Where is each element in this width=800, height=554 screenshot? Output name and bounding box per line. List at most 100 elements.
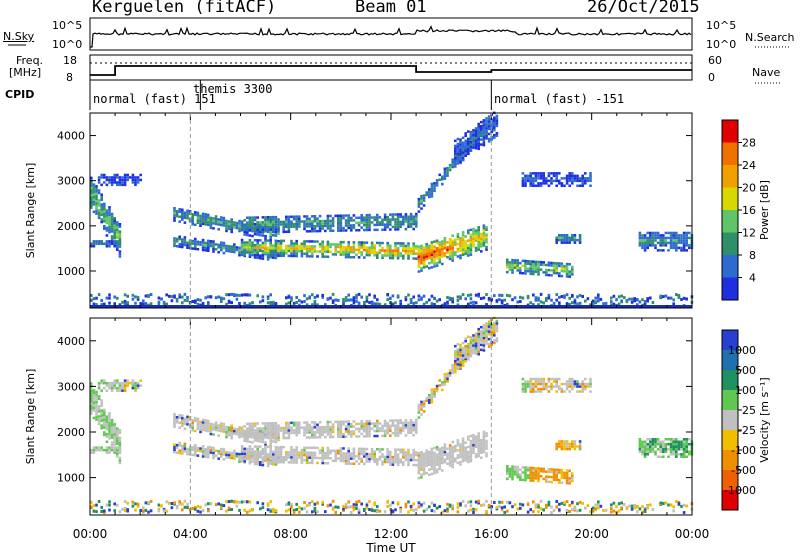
power-cell xyxy=(464,252,467,256)
power-cell xyxy=(521,259,525,263)
power-cell xyxy=(373,246,376,249)
power-cell xyxy=(646,239,649,242)
velocity-cell xyxy=(350,462,353,465)
power-cell xyxy=(407,247,410,250)
velocity-cell xyxy=(589,380,592,383)
power-cell xyxy=(422,258,426,262)
power-cell xyxy=(256,216,259,219)
power-cell xyxy=(516,266,519,270)
power-cell xyxy=(118,245,122,248)
velocity-cell xyxy=(480,340,483,343)
power-cell xyxy=(667,236,670,240)
power-cell xyxy=(630,297,634,301)
power-cell xyxy=(305,222,309,226)
power-cell xyxy=(394,223,397,226)
velocity-cell xyxy=(300,458,304,462)
power-cell xyxy=(659,239,662,242)
velocity-cell xyxy=(472,334,475,337)
velocity-cell xyxy=(365,420,369,423)
velocity-cell xyxy=(383,510,387,514)
power-cell xyxy=(110,242,114,245)
power-cell xyxy=(126,301,129,305)
velocity-cell xyxy=(324,461,327,465)
power-cell xyxy=(118,225,122,228)
velocity-cell xyxy=(321,461,324,465)
velocity-cell xyxy=(285,421,288,425)
velocity-cell xyxy=(643,450,647,453)
power-cell xyxy=(274,218,278,221)
velocity-cell xyxy=(675,453,678,456)
power-cell xyxy=(337,298,340,302)
velocity-cell xyxy=(300,448,304,452)
power-cell xyxy=(404,213,408,216)
power-cell xyxy=(256,226,259,229)
velocity-cell xyxy=(539,467,543,470)
velocity-cell xyxy=(422,455,426,458)
power-cell xyxy=(196,219,200,222)
power-cell xyxy=(352,251,356,254)
velocity-cell xyxy=(139,509,142,512)
velocity-cell xyxy=(337,423,340,426)
power-cell xyxy=(131,173,135,177)
power-cell xyxy=(181,243,184,246)
power-cell xyxy=(259,223,262,227)
power-cell xyxy=(565,265,569,268)
velocity-cell xyxy=(173,446,176,449)
velocity-cell xyxy=(365,425,369,428)
power-cell xyxy=(428,261,431,265)
velocity-cell xyxy=(144,508,148,512)
velocity-cell xyxy=(402,451,405,454)
velocity-cell xyxy=(524,476,527,479)
velocity-cell xyxy=(534,382,538,386)
power-cell xyxy=(175,245,179,248)
power-cell xyxy=(337,214,340,217)
velocity-cell xyxy=(441,510,444,514)
power-cell xyxy=(472,235,475,238)
velocity-cell xyxy=(537,387,540,391)
velocity-cell xyxy=(480,438,483,442)
velocity-cell xyxy=(100,446,103,449)
velocity-cell xyxy=(355,500,358,504)
velocity-cell xyxy=(282,436,285,440)
power-cell xyxy=(316,240,319,243)
velocity-cell xyxy=(339,423,343,426)
velocity-cell xyxy=(446,380,449,383)
velocity-cell xyxy=(298,423,301,427)
velocity-cell xyxy=(347,430,350,433)
velocity-cell xyxy=(641,453,644,456)
velocity-cell xyxy=(454,344,457,348)
velocity-cell xyxy=(560,501,564,505)
power-cell xyxy=(220,218,223,222)
power-cell xyxy=(253,228,257,232)
power-cell xyxy=(604,301,608,305)
power-cell xyxy=(399,223,402,226)
velocity-cell xyxy=(121,381,124,385)
velocity-cell xyxy=(532,476,535,480)
power-cell xyxy=(542,271,545,274)
power-cell xyxy=(682,239,686,242)
velocity-cell xyxy=(456,365,460,368)
velocity-cell xyxy=(376,458,379,461)
velocity-cell xyxy=(238,500,241,504)
power-cell xyxy=(487,122,491,126)
velocity-cell xyxy=(300,451,304,454)
power-cell xyxy=(363,256,366,259)
power-cell xyxy=(337,219,340,222)
power-cell xyxy=(373,244,376,247)
power-cell xyxy=(428,252,431,255)
velocity-cell xyxy=(207,429,210,433)
velocity-cell xyxy=(420,461,423,464)
velocity-cell xyxy=(430,467,434,471)
power-cell xyxy=(477,226,480,229)
velocity-cell xyxy=(646,443,649,446)
power-cell xyxy=(368,251,371,254)
power-cell xyxy=(451,259,454,262)
power-cell xyxy=(376,241,379,245)
power-cell xyxy=(269,241,272,245)
power-cell xyxy=(477,248,480,251)
velocity-cell xyxy=(542,387,545,391)
power-cell xyxy=(287,223,291,226)
velocity-cell xyxy=(222,450,226,454)
power-cell xyxy=(649,234,652,237)
velocity-cell xyxy=(641,443,644,446)
